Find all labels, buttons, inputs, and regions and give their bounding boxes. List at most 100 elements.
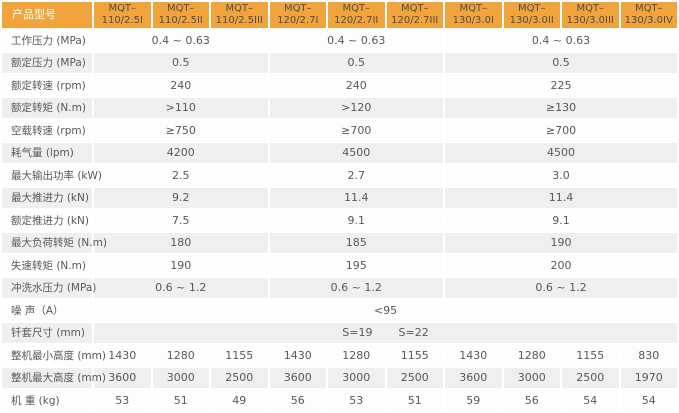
value-cell: <95 xyxy=(94,300,677,321)
value-cell: 4500 xyxy=(445,142,677,164)
value-cell: 1430 xyxy=(445,345,502,366)
value-cell: ≥750 xyxy=(94,120,268,141)
value-cell: 240 xyxy=(269,75,443,96)
value-cell: 2500 xyxy=(211,367,268,389)
value-cell: 1280 xyxy=(503,345,560,366)
value-cell: 0.6 ~ 1.2 xyxy=(445,277,677,299)
value-cell: 1430 xyxy=(94,345,151,366)
value-cell: 51 xyxy=(386,390,443,411)
value-cell: 56 xyxy=(269,390,326,411)
row-flushing-water-pressure: 冲洗水压力 (MPa) 0.6 ~ 1.2 0.6 ~ 1.2 0.6 ~ 1.… xyxy=(2,277,677,299)
value-cell: 1155 xyxy=(562,345,619,366)
model-name-line: 130/3.0II xyxy=(509,15,554,26)
model-name-line: 130/3.0I xyxy=(452,15,494,26)
model-name-line: 110/2.5II xyxy=(158,15,203,26)
row-label: 失速转矩 (N.m) xyxy=(2,255,92,276)
value-cell: 7.5 xyxy=(94,210,268,231)
row-max-thrust: 最大推进力 (kN) 9.2 11.4 11.4 xyxy=(2,187,677,209)
value-cell: 54 xyxy=(562,390,619,411)
model-name-line: MQT– xyxy=(225,2,254,14)
value-cell: ≥130 xyxy=(445,97,677,119)
model-name-line: 130/3.0IV xyxy=(624,15,673,26)
row-label: 最大输出功率 (kW) xyxy=(2,165,102,186)
value-cell: 11.4 xyxy=(269,187,443,209)
value-cell: 240 xyxy=(94,75,268,96)
model-header-cell: MQT– 130/3.0III xyxy=(562,2,619,28)
row-rated-pressure: 额定压力 (MPa) 0.5 0.5 0.5 xyxy=(2,52,677,74)
value-cell: 3000 xyxy=(503,367,560,389)
row-label: 钎套尺寸 (mm) xyxy=(2,322,92,344)
model-name-line: 120/2.7II xyxy=(334,15,379,26)
model-name-line: MQT– xyxy=(634,2,663,14)
row-air-consumption: 耗气量 (lpm) 4200 4500 4500 xyxy=(2,142,677,164)
value-cell: 51 xyxy=(152,390,209,411)
row-min-machine-height: 整机最小高度 (mm) 1430 1280 1155 1430 1280 115… xyxy=(2,345,677,366)
value-cell: >110 xyxy=(94,97,268,119)
value-cell: 185 xyxy=(269,232,443,254)
value-cell: 9.2 xyxy=(94,187,268,209)
value-cell: 2.7 xyxy=(269,165,443,186)
model-name-line: MQT– xyxy=(166,2,195,14)
value-cell: 3600 xyxy=(269,367,326,389)
value-cell: S=19 S=22 xyxy=(94,322,677,344)
value-cell: 53 xyxy=(328,390,385,411)
value-cell: 1280 xyxy=(328,345,385,366)
row-noise: 噪 声（A） <95 xyxy=(2,300,677,321)
value-cell: 200 xyxy=(445,255,677,276)
row-label: 额定压力 (MPa) xyxy=(2,52,92,74)
value-cell: 190 xyxy=(445,232,677,254)
value-cell: 1430 xyxy=(269,345,326,366)
model-header-cell: MQT– 120/2.7I xyxy=(269,2,326,28)
model-name-line: MQT– xyxy=(283,2,312,14)
row-rated-thrust: 额定推进力 (kN) 7.5 9.1 9.1 xyxy=(2,210,677,231)
value-cell: >120 xyxy=(269,97,443,119)
row-label: 额定转矩 (N.m) xyxy=(2,97,92,119)
model-header-cell: MQT– 110/2.5III xyxy=(211,2,268,28)
value-cell: 0.4 ~ 0.63 xyxy=(445,30,677,51)
value-cell: 2.5 xyxy=(94,165,268,186)
sleeve-size-value: S=19 xyxy=(342,326,373,340)
row-label: 额定推进力 (kN) xyxy=(2,210,92,231)
value-cell: 59 xyxy=(445,390,502,411)
value-cell: 0.4 ~ 0.63 xyxy=(269,30,443,51)
value-cell: 195 xyxy=(269,255,443,276)
value-cell: ≥700 xyxy=(269,120,443,141)
value-cell: 0.5 xyxy=(445,52,677,74)
model-header-cell: MQT– 130/3.0IV xyxy=(620,2,677,28)
row-max-load-torque: 最大负荷转矩 (N.m) 180 185 190 xyxy=(2,232,677,254)
value-cell: 2500 xyxy=(386,367,443,389)
value-cell: 3000 xyxy=(328,367,385,389)
value-cell: 3000 xyxy=(152,367,209,389)
value-cell: 1155 xyxy=(211,345,268,366)
model-header-cell: MQT– 120/2.7II xyxy=(328,2,385,28)
value-cell: 1280 xyxy=(152,345,209,366)
row-rated-speed: 额定转速 (rpm) 240 240 225 xyxy=(2,75,677,96)
row-label: 空载转速 (rpm) xyxy=(2,120,92,141)
model-name-line: 130/3.0III xyxy=(566,15,614,26)
value-cell: 0.6 ~ 1.2 xyxy=(94,277,268,299)
row-label: 工作压力 (MPa) xyxy=(2,30,92,51)
model-name-line: 110/2.5I xyxy=(101,15,143,26)
value-cell: 4200 xyxy=(94,142,268,164)
model-header-cell: MQT– 110/2.5II xyxy=(152,2,209,28)
row-label: 冲洗水压力 (MPa) xyxy=(2,277,96,299)
value-cell: 9.1 xyxy=(269,210,443,231)
model-name-line: MQT– xyxy=(459,2,488,14)
value-cell: 2500 xyxy=(562,367,619,389)
value-cell: 0.5 xyxy=(269,52,443,74)
value-cell: 1970 xyxy=(620,367,677,389)
row-label: 噪 声（A） xyxy=(2,300,92,321)
model-header-cell: MQT– 130/3.0I xyxy=(445,2,502,28)
value-cell: 3600 xyxy=(94,367,151,389)
row-no-load-speed: 空载转速 (rpm) ≥750 ≥700 ≥700 xyxy=(2,120,677,141)
row-label: 最大推进力 (kN) xyxy=(2,187,92,209)
sleeve-size-value: S=22 xyxy=(398,326,429,340)
row-machine-weight: 机 重 (kg) 53 51 49 56 53 51 59 56 54 54 xyxy=(2,390,677,411)
value-cell: 56 xyxy=(503,390,560,411)
model-name-line: 110/2.5III xyxy=(215,15,263,26)
row-label: 整机最小高度 (mm) xyxy=(2,345,106,366)
value-cell: 830 xyxy=(620,345,677,366)
row-max-machine-height: 整机最大高度 (mm) 3600 3000 2500 3600 3000 250… xyxy=(2,367,677,389)
row-label: 额定转速 (rpm) xyxy=(2,75,92,96)
row-label: 耗气量 (lpm) xyxy=(2,142,92,164)
